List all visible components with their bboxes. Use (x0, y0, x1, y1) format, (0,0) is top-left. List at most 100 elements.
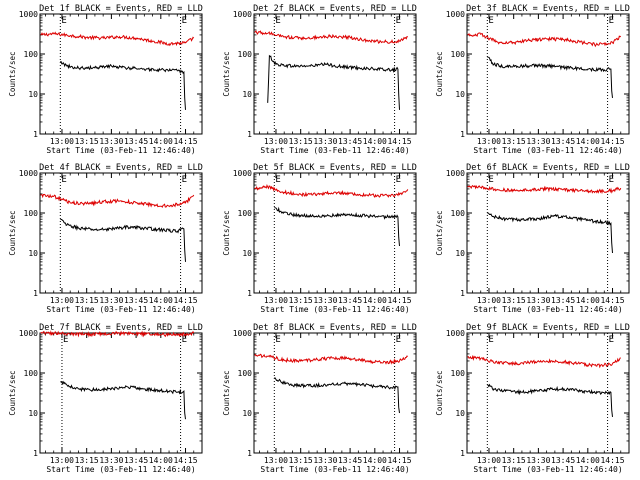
x-tick-label: 14:00 (149, 296, 173, 305)
x-tick-label: 14:15 (387, 296, 411, 305)
x-tick-label: 14:00 (149, 137, 173, 146)
lld-series-line (40, 330, 195, 338)
plot-frame (253, 13, 417, 135)
y-axis-label: Counts/sec (435, 370, 444, 415)
event-marker-label: E (182, 175, 187, 185)
x-tick-label: 13:15 (289, 137, 313, 146)
y-tick-label: 100 (451, 209, 466, 218)
events-series-line (487, 56, 613, 98)
event-marker-label: E (61, 175, 66, 185)
x-tick-label: 13:15 (289, 456, 313, 465)
x-tick-label: 13:00 (264, 137, 288, 146)
x-tick-label: 13:30 (313, 296, 337, 305)
x-tick-label: 13:00 (264, 296, 288, 305)
x-tick-label: 14:15 (387, 137, 411, 146)
events-series-line (60, 61, 186, 110)
y-axis-label: Counts/sec (222, 51, 231, 96)
plot-frame (253, 172, 417, 294)
x-tick-label: 13:30 (526, 456, 550, 465)
x-tick-label: 14:00 (363, 456, 387, 465)
event-marker-label: E (396, 16, 401, 26)
y-tick-label: 1000 (233, 10, 252, 19)
y-tick-label: 1000 (446, 10, 465, 19)
y-tick-label: 1 (247, 289, 252, 298)
x-tick-label: 14:15 (600, 296, 624, 305)
x-tick-label: 13:30 (313, 456, 337, 465)
x-axis-label: Start Time (03-Feb-11 12:46:40) (46, 146, 195, 155)
x-axis-label: Start Time (03-Feb-11 12:46:40) (260, 146, 409, 155)
event-marker-label: E (609, 175, 614, 185)
x-tick-label: 14:15 (173, 456, 197, 465)
x-tick-label: 13:00 (477, 137, 501, 146)
x-tick-label: 13:30 (99, 296, 123, 305)
x-axis-label: Start Time (03-Feb-11 12:46:40) (473, 146, 622, 155)
y-tick-label: 1000 (19, 10, 38, 19)
event-marker-label: E (275, 335, 280, 345)
event-marker-label: E (275, 16, 280, 26)
x-tick-label: 13:15 (502, 456, 526, 465)
event-marker-label: E (609, 16, 614, 26)
y-axis-label: Counts/sec (8, 210, 17, 255)
lld-series-line (467, 32, 622, 48)
event-marker-label: E (609, 335, 614, 345)
y-tick-label: 100 (24, 209, 39, 218)
x-tick-label: 13:30 (526, 137, 550, 146)
x-axis-label: Start Time (03-Feb-11 12:46:40) (46, 465, 195, 474)
events-series-line (274, 377, 400, 414)
x-tick-label: 14:00 (363, 296, 387, 305)
panel-title: Det 9f BLACK = Events, RED = LLD (466, 323, 630, 333)
x-tick-label: 14:15 (387, 456, 411, 465)
event-marker-label: E (182, 335, 187, 345)
x-tick-label: 13:30 (99, 137, 123, 146)
y-tick-label: 100 (238, 50, 253, 59)
x-tick-label: 13:45 (551, 296, 575, 305)
y-axis-label: Counts/sec (8, 51, 17, 96)
y-tick-label: 100 (24, 50, 39, 59)
plot-frame (253, 332, 417, 454)
panel-title: Det 8f BLACK = Events, RED = LLD (253, 323, 417, 333)
detector-panel: Det 1f BLACK = Events, RED = LLD Counts/s… (8, 4, 203, 155)
lld-series-line (467, 184, 622, 195)
event-marker-label: E (488, 16, 493, 26)
events-series-line (60, 218, 186, 262)
x-tick-label: 13:30 (313, 137, 337, 146)
y-tick-label: 10 (28, 409, 38, 418)
x-tick-label: 13:45 (551, 456, 575, 465)
y-axis-label: Counts/sec (435, 51, 444, 96)
plot-frame (39, 13, 203, 135)
y-tick-label: 1000 (19, 169, 38, 178)
lld-series-line (254, 183, 409, 198)
y-tick-label: 1000 (233, 329, 252, 338)
event-marker-label: E (61, 16, 66, 26)
events-series-line (487, 383, 613, 417)
lld-series-line (254, 30, 408, 44)
panel-title: Det 4f BLACK = Events, RED = LLD (39, 163, 203, 173)
y-tick-label: 10 (28, 90, 38, 99)
lld-series-line (254, 353, 409, 365)
y-tick-label: 10 (455, 249, 465, 258)
plot-frame (466, 13, 630, 135)
y-tick-label: 10 (242, 409, 252, 418)
x-tick-label: 14:00 (576, 456, 600, 465)
plot-frame (466, 332, 630, 454)
panel-title: Det 3f BLACK = Events, RED = LLD (466, 4, 630, 14)
x-tick-label: 13:00 (264, 456, 288, 465)
x-tick-label: 14:00 (576, 296, 600, 305)
x-axis-label: Start Time (03-Feb-11 12:46:40) (46, 305, 195, 314)
y-tick-label: 100 (451, 369, 466, 378)
x-tick-label: 13:00 (477, 296, 501, 305)
x-tick-label: 13:45 (338, 137, 362, 146)
lld-series-line (467, 354, 621, 369)
x-tick-label: 14:00 (363, 137, 387, 146)
y-tick-label: 1000 (233, 169, 252, 178)
y-tick-label: 1 (460, 289, 465, 298)
detector-panel: Det 9f BLACK = Events, RED = LLD Counts/s… (435, 323, 630, 474)
panel-title: Det 1f BLACK = Events, RED = LLD (39, 4, 203, 14)
x-tick-label: 13:45 (338, 456, 362, 465)
y-axis-label: Counts/sec (435, 210, 444, 255)
plot-frame (466, 172, 630, 294)
event-marker-label: E (488, 175, 493, 185)
x-axis-label: Start Time (03-Feb-11 12:46:40) (473, 465, 622, 474)
event-marker-label: E (63, 335, 68, 345)
y-tick-label: 1 (247, 449, 252, 458)
